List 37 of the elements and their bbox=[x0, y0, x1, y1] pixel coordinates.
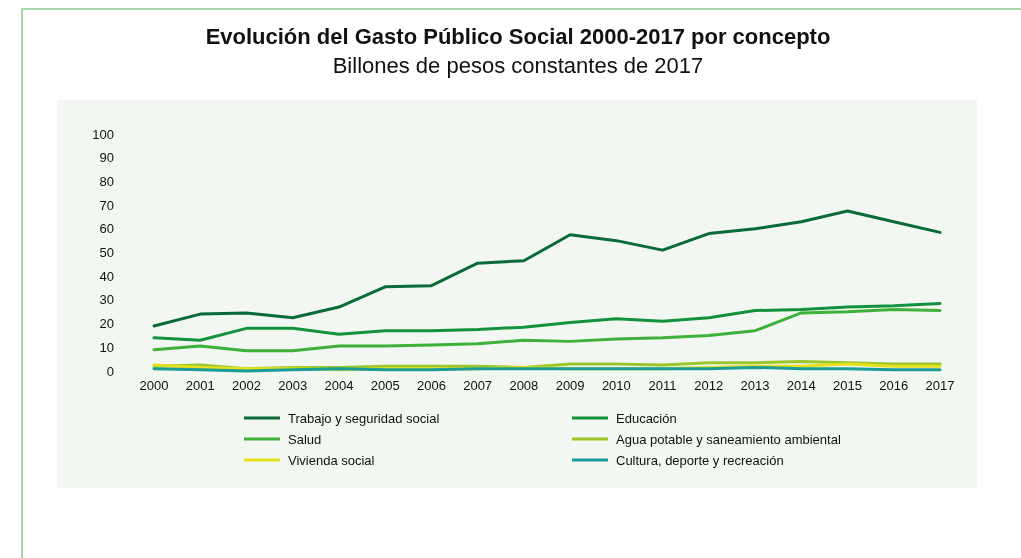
x-tick-label: 2007 bbox=[463, 378, 493, 393]
x-tick-label: 2011 bbox=[648, 378, 677, 393]
x-tick-label: 2006 bbox=[416, 378, 446, 393]
y-tick-label: 10 bbox=[99, 339, 114, 355]
chart-subtitle: Billones de pesos constantes de 2017 bbox=[332, 53, 704, 78]
chart-title: Evolución del Gasto Público Social 2000-2017 por concepto bbox=[205, 24, 831, 49]
legend-label: Agua potable y saneamiento ambiental bbox=[616, 431, 841, 447]
x-tick-label: 2009 bbox=[555, 378, 585, 393]
x-tick-label: 2003 bbox=[278, 378, 308, 393]
legend-label: Educación bbox=[616, 410, 677, 426]
y-tick-label: 80 bbox=[99, 173, 114, 189]
x-tick-label: 2017 bbox=[925, 378, 955, 393]
y-tick-label: 0 bbox=[106, 363, 114, 379]
y-tick-label: 90 bbox=[99, 150, 114, 166]
legend-label: Trabajo y seguridad social bbox=[288, 410, 440, 426]
x-tick-label: 2013 bbox=[740, 378, 770, 393]
y-tick-label: 50 bbox=[99, 245, 114, 261]
legend-label: Salud bbox=[288, 431, 322, 447]
x-tick-label: 2001 bbox=[185, 378, 215, 393]
x-tick-label: 2002 bbox=[232, 378, 261, 393]
legend-label: Vivienda social bbox=[288, 452, 375, 468]
y-tick-label: 40 bbox=[99, 268, 114, 284]
x-tick-label: 2000 bbox=[139, 378, 169, 393]
y-tick-label: 60 bbox=[99, 221, 114, 237]
x-tick-label: 2014 bbox=[786, 378, 816, 393]
x-tick-label: 2016 bbox=[879, 378, 909, 393]
y-tick-label: 20 bbox=[99, 316, 114, 332]
x-tick-label: 2005 bbox=[370, 378, 400, 393]
y-tick-label: 30 bbox=[99, 292, 114, 308]
legend-label: Cultura, deporte y recreación bbox=[616, 452, 784, 468]
x-tick-label: 2012 bbox=[694, 378, 724, 393]
y-tick-label: 100 bbox=[92, 126, 114, 142]
x-tick-label: 2015 bbox=[833, 378, 862, 393]
x-tick-label: 2010 bbox=[601, 378, 631, 393]
y-tick-label: 70 bbox=[99, 197, 114, 213]
x-tick-label: 2004 bbox=[324, 378, 354, 393]
x-tick-label: 2008 bbox=[509, 378, 539, 393]
